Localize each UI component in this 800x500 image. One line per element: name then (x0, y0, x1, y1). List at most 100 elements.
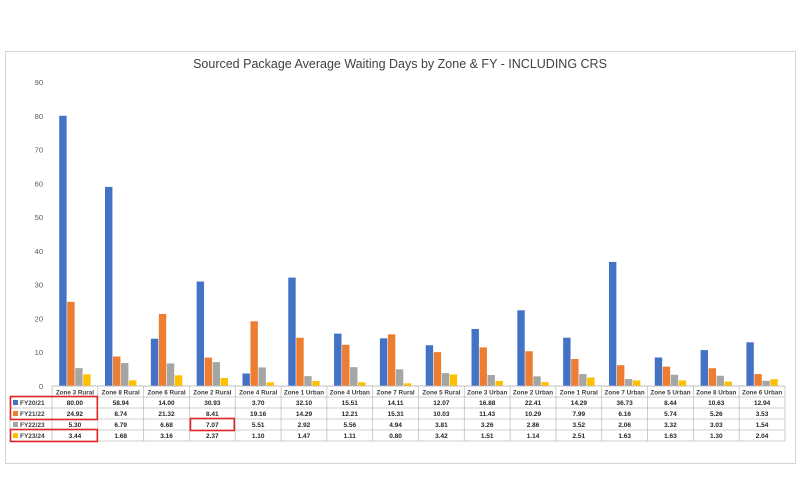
data-label: 1.14 (527, 433, 540, 440)
legend-label: FY21/22 (20, 411, 45, 418)
data-label: 1.30 (710, 433, 723, 440)
bar-FY22-23-5 (304, 376, 312, 386)
category-label: Zone 2 Urban (513, 389, 553, 396)
bar-FY20-21-2 (150, 338, 159, 386)
bar-FY23-24-15 (770, 379, 778, 386)
y-tick-label: 60 (35, 179, 43, 188)
data-label: 1.10 (252, 433, 265, 440)
y-tick-label: 50 (35, 213, 43, 222)
bar-FY21-22-1 (113, 356, 121, 386)
bar-FY23-24-9 (495, 380, 503, 386)
bar-FY20-21-7 (379, 338, 388, 386)
data-label: 2.92 (298, 422, 311, 429)
data-label: 12.21 (342, 411, 359, 418)
bar-FY22-23-7 (395, 369, 404, 386)
bar-FY20-21-6 (334, 333, 342, 386)
bar-FY22-23-1 (121, 363, 129, 386)
bar-FY23-24-0 (83, 374, 91, 386)
bar-FY23-24-4 (266, 382, 274, 386)
data-label: 1.54 (756, 422, 769, 429)
bar-FY23-24-3 (220, 377, 229, 386)
data-label: 1.68 (114, 433, 127, 440)
bar-FY20-21-1 (105, 186, 113, 386)
data-label: 2.04 (756, 433, 769, 440)
data-label: 7.99 (573, 411, 586, 418)
data-label: 5.56 (343, 422, 356, 429)
data-label: 6.79 (114, 422, 127, 429)
bar-FY22-23-0 (75, 368, 83, 386)
bar-FY21-22-4 (250, 321, 258, 386)
bar-FY20-21-0 (59, 115, 67, 386)
category-label: Zone 3 Urban (467, 389, 507, 396)
bar-FY20-21-5 (288, 277, 296, 386)
bar-FY22-23-11 (579, 374, 587, 386)
data-label: 3.70 (252, 400, 265, 407)
data-label: 8.44 (664, 400, 677, 407)
data-label: 12.94 (754, 400, 771, 407)
data-label: 5.30 (69, 422, 82, 429)
bar-FY20-21-3 (196, 281, 205, 386)
bar-FY23-24-13 (678, 380, 687, 386)
bar-FY22-23-6 (350, 367, 358, 386)
category-label: Zone 4 Rural (239, 389, 277, 396)
bar-FY20-21-15 (746, 342, 754, 386)
data-label: 15.51 (342, 400, 359, 407)
data-label: 6.68 (160, 422, 173, 429)
bar-FY21-22-6 (342, 344, 350, 386)
data-label: 30.93 (204, 400, 221, 407)
data-label: 3.52 (573, 422, 586, 429)
category-label: Zone 1 Rural (560, 389, 598, 396)
y-tick-label: 40 (35, 247, 43, 256)
category-label: Zone 5 Rural (422, 389, 460, 396)
data-label: 2.06 (618, 422, 631, 429)
category-label: Zone 8 Urban (696, 389, 736, 396)
y-tick-label: 10 (35, 348, 43, 357)
bar-FY20-21-14 (700, 350, 708, 386)
bar-FY21-22-2 (158, 313, 167, 386)
data-label: 19.16 (250, 411, 267, 418)
data-label: 80.00 (67, 400, 84, 407)
bar-FY23-24-11 (587, 377, 595, 386)
data-label: 2.37 (206, 433, 219, 440)
bar-FY20-21-13 (654, 357, 663, 386)
bar-FY23-24-12 (632, 380, 641, 386)
bar-FY21-22-0 (67, 301, 75, 386)
bar-FY21-22-9 (479, 347, 487, 386)
data-label: 1.63 (664, 433, 677, 440)
bar-FY23-24-5 (312, 381, 320, 386)
bar-FY22-23-14 (716, 375, 724, 386)
data-label: 3.32 (664, 422, 677, 429)
data-label: 12.07 (433, 400, 450, 407)
bar-FY21-22-12 (616, 365, 625, 386)
highlight-box (9, 428, 99, 443)
data-label: 1.51 (481, 433, 494, 440)
data-label: 15.31 (387, 411, 404, 418)
bar-FY23-24-14 (724, 381, 732, 386)
data-label: 14.29 (571, 400, 588, 407)
bar-FY22-23-13 (670, 374, 679, 386)
data-label: 3.81 (435, 422, 448, 429)
data-label: 3.26 (481, 422, 494, 429)
highlight-box (189, 417, 236, 432)
bar-FY22-23-9 (487, 374, 495, 386)
bar-FY20-21-4 (242, 373, 250, 386)
chart-title: Sourced Package Average Waiting Days by … (193, 57, 607, 71)
data-label: 22.41 (525, 400, 542, 407)
data-label: 5.26 (710, 411, 723, 418)
legend-key-FY20-21 (13, 400, 18, 405)
category-label: Zone 4 Urban (330, 389, 370, 396)
bar-FY22-23-10 (533, 376, 541, 386)
bar-FY20-21-9 (471, 328, 479, 386)
y-tick-label: 90 (35, 78, 43, 87)
legend-key-FY22-23 (13, 422, 18, 427)
data-label: 10.63 (708, 400, 725, 407)
bar-FY23-24-7 (403, 383, 412, 386)
category-label: Zone 8 Rural (102, 389, 140, 396)
bar-FY23-24-2 (174, 375, 183, 386)
data-label: 11.43 (479, 411, 495, 418)
data-label: 3.16 (160, 433, 173, 440)
bar-FY21-22-13 (662, 366, 671, 386)
bar-FY22-23-4 (258, 367, 266, 386)
data-label: 36.73 (617, 400, 634, 407)
